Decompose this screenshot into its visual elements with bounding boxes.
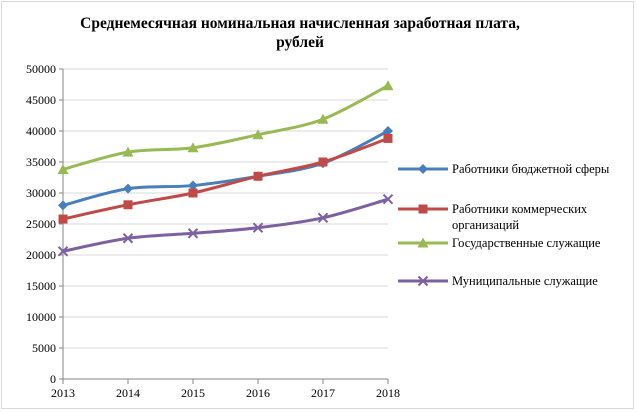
y-tick-label: 50000 bbox=[26, 62, 56, 76]
data-point bbox=[123, 183, 133, 194]
data-point bbox=[253, 171, 263, 181]
y-tick-label: 15000 bbox=[26, 279, 56, 293]
legend-item-3: Государственные служащие bbox=[398, 236, 601, 250]
chart-title-line-2: рублей bbox=[276, 34, 324, 51]
data-point bbox=[252, 222, 264, 233]
series-group bbox=[57, 80, 394, 257]
data-point bbox=[58, 214, 68, 224]
data-point bbox=[382, 193, 394, 205]
legend-marker bbox=[417, 275, 429, 287]
series-4 bbox=[57, 193, 394, 257]
x-tick-label: 2018 bbox=[376, 386, 400, 400]
x-tick-label: 2014 bbox=[116, 386, 140, 400]
y-tick-label: 40000 bbox=[26, 124, 56, 138]
series-3 bbox=[57, 80, 394, 174]
data-point bbox=[188, 188, 198, 198]
legend-label: Работники коммерческих bbox=[452, 202, 588, 216]
x-tick-label: 2015 bbox=[181, 386, 205, 400]
legend-marker bbox=[417, 237, 429, 248]
y-tick-label: 5000 bbox=[32, 341, 56, 355]
data-point bbox=[317, 212, 329, 224]
data-point bbox=[382, 80, 394, 91]
chart-title-line-1: Среднемесячная номинальная начисленная з… bbox=[80, 15, 520, 32]
data-point bbox=[122, 233, 134, 244]
y-tick-label: 10000 bbox=[26, 310, 56, 324]
legend: Работники бюджетной сферы Работники комме… bbox=[398, 162, 610, 288]
legend-item-1: Работники бюджетной сферы bbox=[398, 162, 610, 176]
grid-lines bbox=[63, 68, 388, 349]
series-1 bbox=[58, 126, 393, 211]
y-tick-label: 35000 bbox=[26, 155, 56, 169]
y-tick-label: 0 bbox=[50, 372, 56, 386]
data-point bbox=[317, 113, 329, 124]
data-point bbox=[58, 200, 68, 211]
data-point bbox=[57, 246, 69, 257]
data-point bbox=[187, 142, 199, 153]
series-line bbox=[62, 137, 389, 221]
data-point bbox=[383, 133, 393, 143]
y-tick-label: 30000 bbox=[26, 186, 56, 200]
data-point bbox=[123, 200, 133, 210]
axes bbox=[59, 68, 389, 384]
data-point bbox=[188, 180, 198, 191]
x-tick-label: 2016 bbox=[246, 386, 270, 400]
series-2 bbox=[58, 133, 393, 224]
data-point bbox=[57, 163, 69, 174]
x-tick-label: 2013 bbox=[51, 386, 75, 400]
y-tick-label: 45000 bbox=[26, 93, 56, 107]
legend-marker bbox=[418, 164, 428, 174]
y-tick-label: 25000 bbox=[26, 217, 56, 231]
data-point bbox=[318, 157, 328, 167]
y-tick-label: 20000 bbox=[26, 248, 56, 262]
data-point bbox=[122, 146, 134, 157]
series-line bbox=[62, 197, 389, 253]
data-point bbox=[187, 228, 199, 239]
data-point bbox=[252, 129, 264, 140]
series-line bbox=[62, 84, 389, 171]
legend-label: организаций bbox=[452, 218, 519, 232]
chart-title: Среднемесячная номинальная начисленная з… bbox=[40, 14, 560, 52]
x-tick-labels: 2013 2014 2015 2016 2017 2018 bbox=[51, 386, 400, 400]
y-tick-labels: 0 5000 10000 15000 20000 25000 30000 35000 40000… bbox=[26, 62, 56, 386]
legend-item-2: Работники коммерческих организаций bbox=[398, 202, 588, 232]
legend-marker bbox=[418, 204, 428, 214]
data-point bbox=[383, 126, 393, 136]
legend-label: Государственные служащие bbox=[452, 236, 601, 250]
legend-item-4: Муниципальные служащие bbox=[398, 274, 598, 288]
x-tick-label: 2017 bbox=[311, 386, 335, 400]
legend-label: Муниципальные служащие bbox=[452, 274, 598, 288]
legend-label: Работники бюджетной сферы bbox=[452, 162, 610, 176]
